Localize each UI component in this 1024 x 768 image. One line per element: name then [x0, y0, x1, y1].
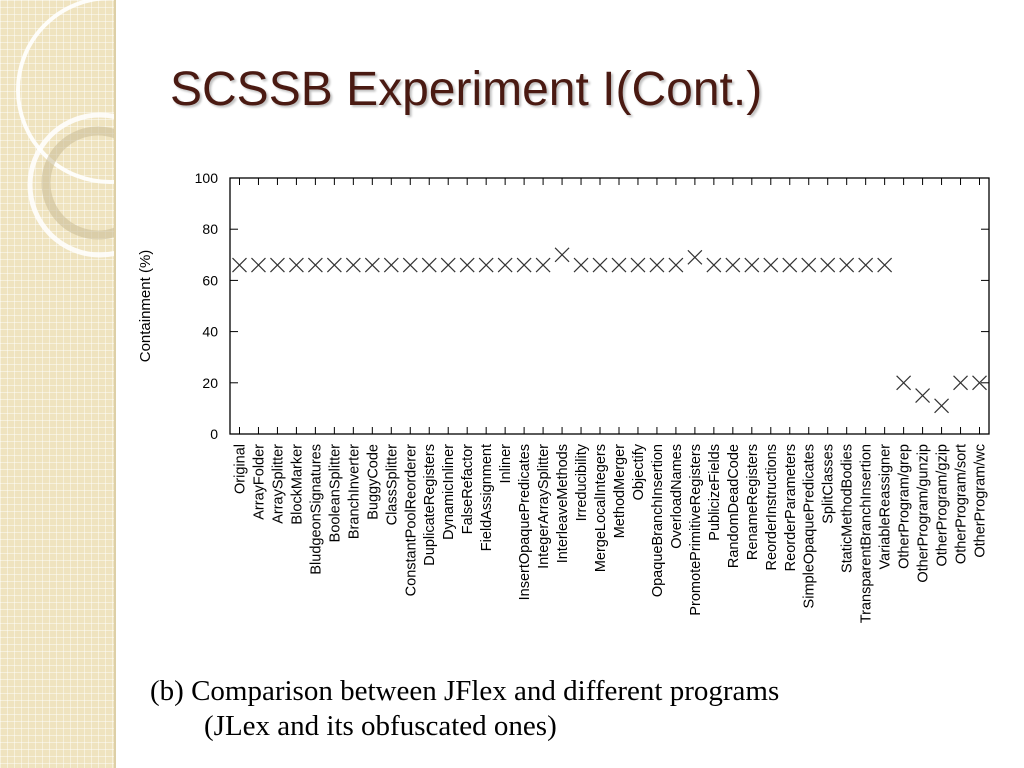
x-tick-label: SplitClasses	[821, 444, 837, 524]
data-point	[630, 257, 646, 273]
x-tick-label: SimpleOpaquePredicates	[802, 444, 818, 608]
data-point	[383, 257, 399, 273]
decorative-circles	[16, 0, 114, 258]
data-point	[668, 257, 684, 273]
x-tick-label: BooleanSplitter	[327, 444, 343, 543]
data-point	[440, 257, 456, 273]
x-tick-label: Irreducibility	[574, 443, 590, 521]
x-tick-label: ClassSplitter	[384, 444, 400, 526]
x-tick-label: Original	[232, 444, 248, 494]
data-point	[516, 257, 532, 273]
data-point	[687, 249, 703, 265]
x-tick-label: InsertOpaquePredicates	[517, 444, 533, 600]
data-point	[592, 257, 608, 273]
y-tick-label: 100	[195, 170, 219, 186]
data-point	[288, 257, 304, 273]
x-tick-label: BuggyCode	[365, 444, 381, 520]
data-point	[763, 257, 779, 273]
x-tick-label: OpaqueBranchInsertion	[650, 444, 666, 597]
data-point	[934, 398, 949, 414]
x-tick-label: FieldAssignment	[479, 444, 495, 551]
x-tick-label: ArrayFolder	[251, 444, 267, 520]
x-tick-label: Objectify	[631, 443, 647, 500]
data-point	[535, 257, 551, 273]
slide-title: SCSSB Experiment I(Cont.)	[170, 63, 763, 116]
x-tick-label: RenameRegisters	[745, 444, 761, 560]
data-point	[421, 257, 437, 273]
x-tick-label: IntegerArraySplitter	[536, 444, 552, 569]
x-tick-label: RandomDeadCode	[726, 444, 742, 568]
y-tick-label: 80	[202, 221, 218, 237]
x-tick-label: OtherProgram/sort	[954, 444, 970, 564]
decorative-side-border	[0, 0, 116, 768]
x-tick-label: OtherProgram/gunzip	[916, 444, 932, 583]
x-tick-label: TransparentBranchInsertion	[859, 444, 875, 623]
data-point	[307, 257, 323, 273]
data-point	[232, 257, 247, 273]
data-point	[782, 257, 798, 273]
data-point	[326, 257, 342, 273]
figure-caption: (b) Comparison between JFlex and differe…	[150, 674, 779, 744]
y-tick-label: 0	[210, 426, 218, 442]
x-tick-label: ConstantPoolReorderer	[403, 444, 419, 597]
plot-frame	[229, 177, 990, 435]
x-tick-label: ReorderInstructions	[764, 444, 780, 571]
caption-line-1: (b) Comparison between JFlex and differe…	[150, 675, 780, 707]
data-point	[649, 257, 665, 273]
data-point	[497, 257, 513, 273]
x-tick-label: MergeLocalIntegers	[593, 444, 609, 572]
data-point	[459, 257, 475, 273]
x-tick-label: ArraySplitter	[270, 444, 286, 524]
data-point	[820, 257, 836, 273]
data-point	[858, 257, 874, 273]
data-point	[706, 257, 722, 273]
data-point	[896, 375, 912, 391]
x-tick-label: BlockMarker	[289, 444, 305, 525]
data-point	[270, 257, 285, 273]
data-point	[839, 257, 855, 273]
data-point	[611, 257, 627, 273]
data-point	[877, 257, 893, 273]
x-tick-label: VariableReassigner	[878, 444, 894, 570]
x-tick-label: PromotePrimitiveRegisters	[688, 444, 704, 616]
data-point	[725, 257, 741, 273]
data-point	[345, 257, 361, 273]
data-point	[251, 257, 266, 273]
x-tick-label: PublicizeFields	[707, 444, 723, 541]
x-tick-label: OtherProgram/gzip	[935, 444, 951, 567]
data-point	[744, 257, 760, 273]
y-tick-label: 60	[202, 272, 218, 288]
x-tick-label: ReorderParameters	[783, 444, 799, 571]
data-point	[402, 257, 418, 273]
x-tick-label: Inliner	[498, 444, 514, 484]
data-point	[915, 388, 931, 404]
x-tick-label: BludgeonSignatures	[308, 444, 324, 575]
x-tick-label: StaticMethodBodies	[840, 444, 856, 573]
caption-line-2: (JLex and its obfuscated ones)	[204, 709, 557, 742]
data-point	[364, 257, 380, 273]
data-point	[972, 375, 987, 391]
x-tick-label: InterleaveMethods	[555, 444, 571, 563]
x-tick-label: MethodMerger	[612, 444, 628, 538]
x-tick-label: OtherProgram/wc	[973, 444, 989, 558]
y-axis-label: Containment (%)	[137, 250, 154, 363]
x-tick-label: DuplicateRegisters	[422, 444, 438, 566]
y-tick-label: 40	[202, 324, 218, 340]
x-tick-label: DynamicInliner	[441, 444, 457, 540]
x-tick-label: OtherProgram/grep	[897, 444, 913, 569]
y-tick-label: 20	[202, 375, 218, 391]
data-point	[953, 375, 968, 391]
data-point	[801, 257, 817, 273]
x-tick-label: BranchInverter	[346, 444, 362, 539]
data-point	[554, 247, 570, 263]
x-tick-label: OverloadNames	[669, 444, 685, 549]
data-point	[573, 257, 589, 273]
data-point	[478, 257, 494, 273]
x-tick-label: FalseRefactor	[460, 444, 476, 534]
